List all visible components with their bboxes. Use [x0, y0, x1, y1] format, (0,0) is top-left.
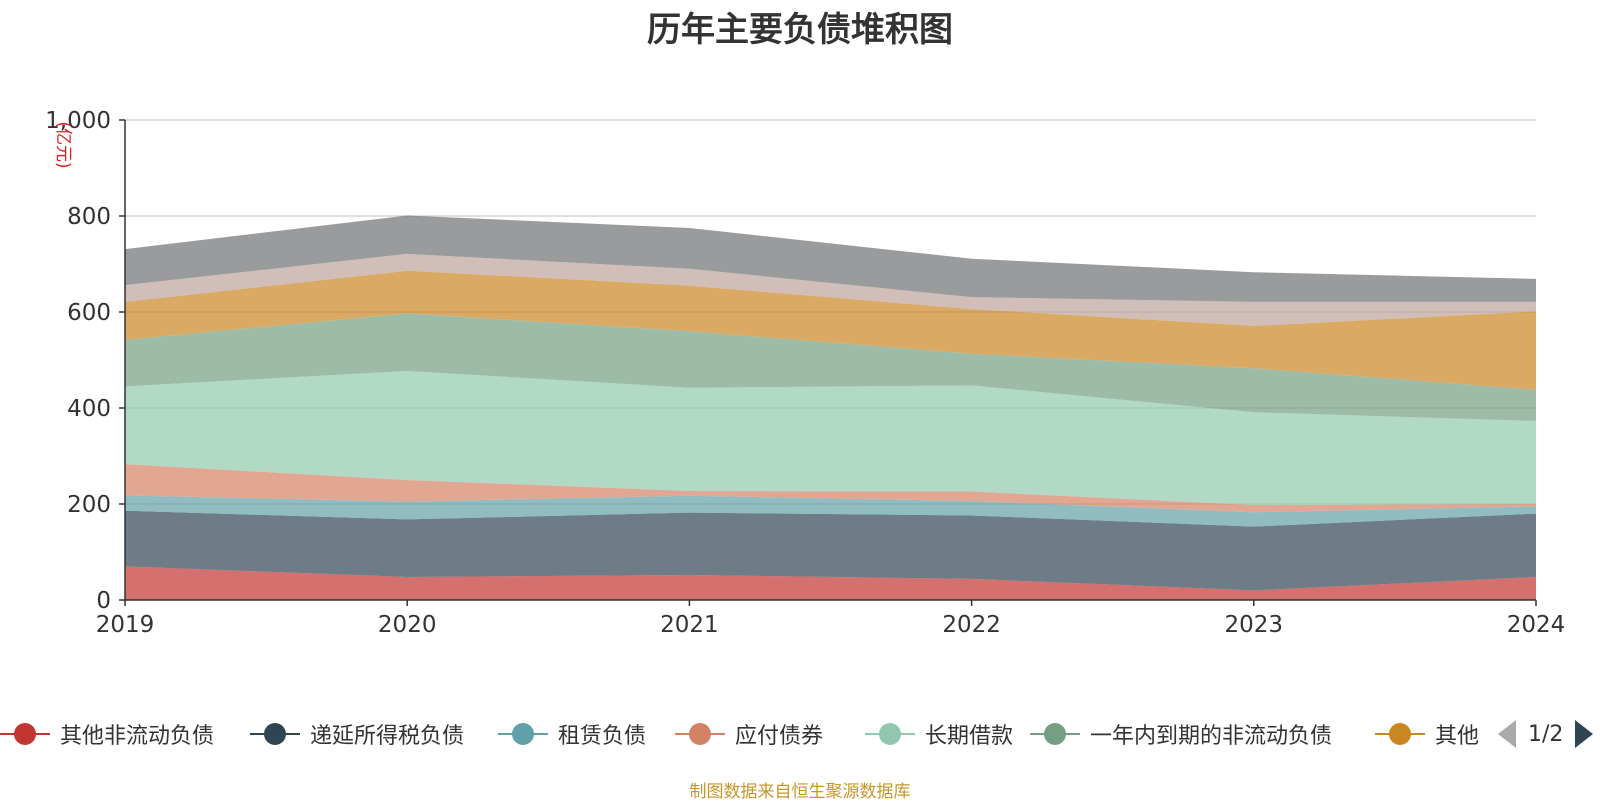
x-tick-label: 2019: [96, 612, 155, 638]
y-tick-label: 0: [96, 588, 111, 614]
legend-item[interactable]: 其他非流动负债: [0, 714, 214, 754]
chart-title: 历年主要负债堆积图: [647, 10, 953, 50]
area-series-应付债券[interactable]: [125, 464, 1536, 513]
area-series-系列9[interactable]: [125, 215, 1536, 302]
legend-label: 租赁负债: [558, 724, 647, 749]
y-tick-label: 800: [67, 204, 111, 230]
legend-marker-icon: [1375, 719, 1425, 749]
legend-item[interactable]: 递延所得税负债: [250, 714, 464, 754]
legend-next-page-button[interactable]: [1575, 720, 1594, 748]
area-series-租赁负债[interactable]: [125, 495, 1536, 527]
x-tick-label: 2023: [1225, 612, 1284, 638]
legend-marker-icon: [498, 719, 548, 749]
legend-item[interactable]: 一年内到期的非流动负债: [1030, 714, 1332, 754]
x-tick-label: 2024: [1507, 612, 1566, 638]
legend-item[interactable]: 应付债券: [675, 714, 823, 754]
area-series: [125, 215, 1536, 600]
legend-item[interactable]: 其他: [1375, 714, 1479, 754]
area-series-其他[interactable]: [125, 270, 1536, 390]
source-note: 制图数据来自恒生聚源数据库: [689, 782, 911, 802]
legend: 其他非流动负债 递延所得税负债 租赁负债 应付债券 长期借款 一年内到期的非流动负债 其他: [0, 714, 1600, 754]
legend-label: 其他: [1435, 724, 1480, 749]
legend-marker-icon: [250, 719, 300, 749]
legend-label: 递延所得税负债: [310, 724, 465, 749]
y-tick-label: 400: [67, 396, 111, 422]
legend-marker-icon: [1030, 719, 1080, 749]
legend-item[interactable]: 租赁负债: [498, 714, 646, 754]
legend-marker-icon: [0, 719, 50, 749]
legend-page-indicator: 1/2: [1528, 721, 1564, 747]
legend-item[interactable]: 长期借款: [865, 714, 1013, 754]
y-tick-label: 600: [67, 300, 111, 326]
axes: 0 200 400 600 800 1,000 2019 2020 2021 2022 2023 20…: [45, 108, 1565, 638]
y-axis-unit-label: (亿元): [53, 121, 73, 168]
area-series-系列8[interactable]: [125, 253, 1536, 326]
legend-label: 其他非流动负债: [60, 724, 215, 749]
area-series-其他非流动负债[interactable]: [125, 566, 1536, 600]
legend-label: 一年内到期的非流动负债: [1090, 724, 1333, 749]
x-tick-label: 2022: [942, 612, 1001, 638]
legend-label: 应付债券: [735, 724, 824, 749]
legend-marker-icon: [675, 719, 725, 749]
y-tick-label: 1,000: [45, 108, 111, 134]
x-tick-label: 2021: [660, 612, 719, 638]
legend-pager: 1/2: [1498, 714, 1594, 754]
area-series-长期借款[interactable]: [125, 371, 1536, 505]
y-tick-label: 200: [67, 492, 111, 518]
area-series-一年内到期的非流动负债[interactable]: [125, 313, 1536, 421]
x-tick-label: 2020: [378, 612, 437, 638]
legend-prev-page-button[interactable]: [1498, 720, 1516, 748]
legend-marker-icon: [865, 719, 915, 749]
legend-label: 长期借款: [925, 724, 1014, 749]
area-series-递延所得税负债[interactable]: [125, 510, 1536, 591]
